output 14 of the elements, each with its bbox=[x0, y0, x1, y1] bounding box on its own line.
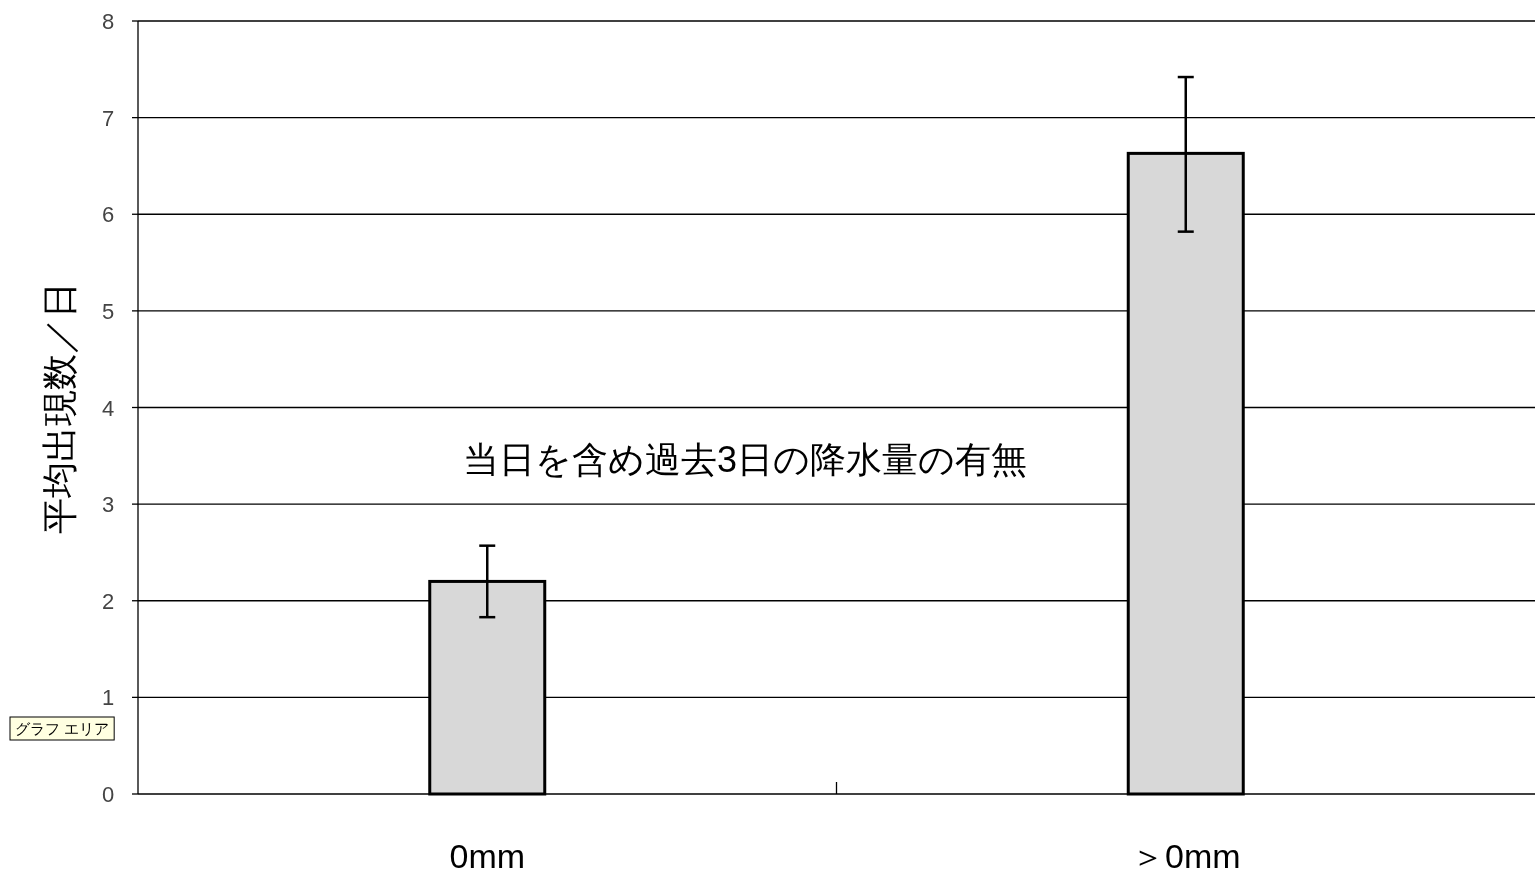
y-axis-title: 平均出現数／日 bbox=[39, 282, 80, 534]
y-tick-label: 0 bbox=[101, 782, 115, 807]
annotation: グラフ エリア bbox=[9, 716, 115, 741]
y-tick-label: 7 bbox=[101, 105, 115, 131]
y-tick-label: 4 bbox=[101, 395, 115, 421]
x-axis-title: 当日を含め過去3日の降水量の有無 bbox=[462, 439, 1028, 480]
y-tick-label: 6 bbox=[101, 202, 115, 228]
x-tick-label: 0mm bbox=[449, 837, 526, 873]
y-tick-label: 5 bbox=[101, 298, 115, 324]
y-tick-label: 2 bbox=[101, 588, 115, 614]
x-tick-label: ＞0mm bbox=[1130, 837, 1241, 873]
y-tick-label: 8 bbox=[101, 9, 115, 34]
y-tick-label: 1 bbox=[101, 685, 115, 711]
y-tick-label: 3 bbox=[101, 492, 115, 518]
